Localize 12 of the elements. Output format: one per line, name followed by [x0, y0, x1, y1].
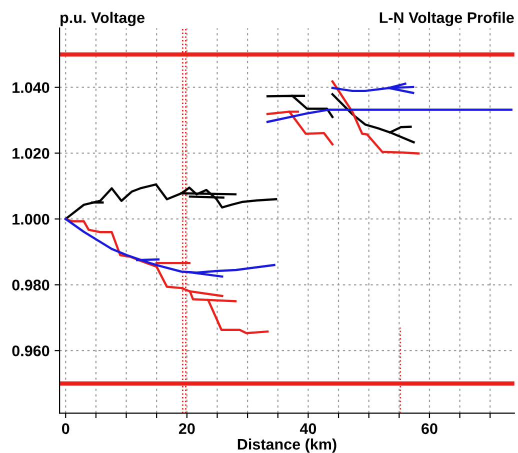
y-tick-label: 0.980	[12, 280, 50, 290]
chart-title: L-N Voltage Profile	[380, 12, 514, 26]
x-axis-title: Distance (km)	[238, 438, 336, 453]
y-tick-label: 1.000	[12, 214, 50, 225]
x-tick-label: 0	[62, 423, 70, 434]
x-tick-label: 60	[422, 423, 438, 434]
y-axis-title: p.u. Voltage	[60, 12, 144, 26]
y-tick-label: 1.040	[12, 82, 50, 94]
x-tick-label: 20	[178, 423, 195, 434]
x-tick-label: 40	[300, 423, 316, 434]
y-tick-label: 1.020	[12, 148, 50, 159]
y-tick-label: 0.960	[12, 345, 50, 356]
